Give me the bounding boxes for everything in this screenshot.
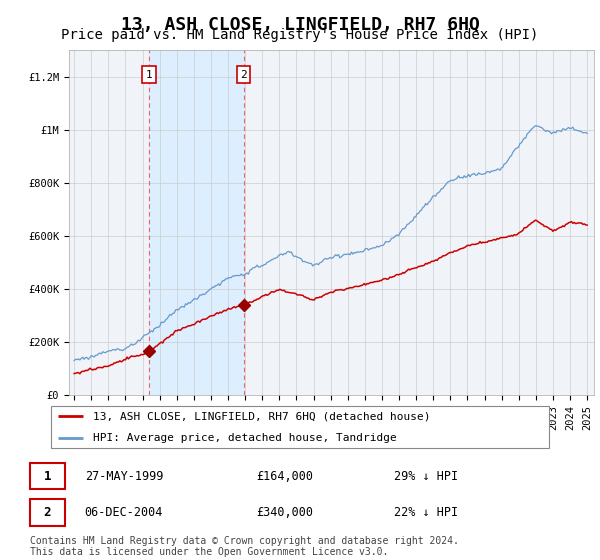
Text: 06-DEC-2004: 06-DEC-2004 <box>85 506 163 519</box>
Text: Contains HM Land Registry data © Crown copyright and database right 2024.
This d: Contains HM Land Registry data © Crown c… <box>30 535 459 557</box>
FancyBboxPatch shape <box>29 499 65 526</box>
FancyBboxPatch shape <box>29 463 65 489</box>
Text: HPI: Average price, detached house, Tandridge: HPI: Average price, detached house, Tand… <box>94 433 397 443</box>
Text: 1: 1 <box>146 69 152 80</box>
FancyBboxPatch shape <box>50 405 550 449</box>
Bar <box>149 50 244 395</box>
Text: 27-MAY-1999: 27-MAY-1999 <box>85 469 163 483</box>
Text: 2: 2 <box>44 506 51 519</box>
Text: Price paid vs. HM Land Registry's House Price Index (HPI): Price paid vs. HM Land Registry's House … <box>61 28 539 42</box>
Text: 1: 1 <box>44 469 51 483</box>
Text: £340,000: £340,000 <box>256 506 313 519</box>
Text: 13, ASH CLOSE, LINGFIELD, RH7 6HQ (detached house): 13, ASH CLOSE, LINGFIELD, RH7 6HQ (detac… <box>94 411 431 421</box>
Text: 29% ↓ HPI: 29% ↓ HPI <box>394 469 458 483</box>
Text: £164,000: £164,000 <box>256 469 313 483</box>
Text: 2: 2 <box>241 69 247 80</box>
Text: 13, ASH CLOSE, LINGFIELD, RH7 6HQ: 13, ASH CLOSE, LINGFIELD, RH7 6HQ <box>121 16 479 34</box>
Text: 22% ↓ HPI: 22% ↓ HPI <box>394 506 458 519</box>
